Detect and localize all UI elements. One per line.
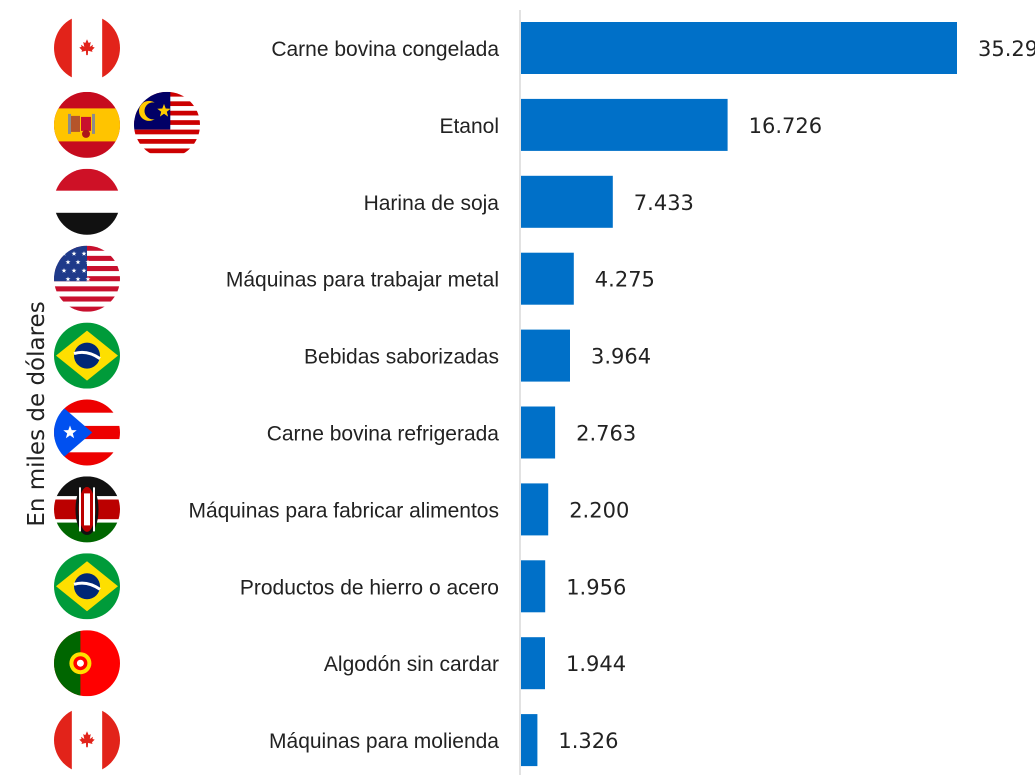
category-label: Productos de hierro o acero bbox=[240, 576, 499, 599]
bar bbox=[521, 98, 728, 151]
bar bbox=[521, 175, 613, 228]
yemen-flag-icon bbox=[54, 168, 120, 235]
canada-flag-icon bbox=[54, 707, 120, 774]
value-label: 2.200 bbox=[569, 498, 629, 522]
puerto-rico-flag-icon bbox=[54, 399, 120, 466]
canada-flag-icon bbox=[54, 15, 120, 81]
bar bbox=[521, 637, 545, 690]
bar bbox=[521, 22, 957, 74]
category-label: Bebidas saborizadas bbox=[304, 346, 499, 369]
bar bbox=[521, 329, 570, 382]
spain-flag-icon bbox=[54, 91, 120, 158]
category-label: Máquinas para trabajar metal bbox=[226, 269, 499, 292]
category-label: Etanol bbox=[439, 115, 499, 138]
value-label: 35.298 bbox=[978, 37, 1035, 61]
value-label: 1.956 bbox=[566, 575, 626, 599]
category-label: Máquinas para molienda bbox=[269, 730, 499, 753]
value-label: 1.944 bbox=[566, 652, 626, 676]
bar bbox=[521, 406, 556, 459]
y-axis-title: En miles de dólares bbox=[24, 301, 50, 526]
brazil-flag-icon bbox=[54, 322, 120, 389]
category-label: Carne bovina refrigerada bbox=[267, 423, 500, 446]
value-label: 7.433 bbox=[634, 191, 694, 215]
value-label: 16.726 bbox=[749, 114, 822, 138]
bar bbox=[521, 483, 549, 536]
value-label: 4.275 bbox=[595, 268, 655, 292]
bar bbox=[521, 714, 538, 767]
category-label: Algodón sin cardar bbox=[324, 653, 499, 676]
brazil-flag-icon bbox=[54, 553, 120, 620]
category-label: Harina de soja bbox=[364, 192, 500, 215]
portugal-flag-icon bbox=[54, 630, 120, 697]
category-label: Carne bovina congelada bbox=[271, 38, 499, 61]
category-label: Máquinas para fabricar alimentos bbox=[189, 499, 500, 522]
value-label: 1.326 bbox=[558, 729, 618, 753]
usa-flag-icon bbox=[54, 245, 120, 312]
value-label: 2.763 bbox=[576, 422, 636, 446]
malaysia-flag-icon bbox=[134, 91, 200, 158]
value-label: 3.964 bbox=[591, 345, 651, 369]
bar bbox=[521, 252, 574, 305]
kenya-flag-icon bbox=[54, 476, 120, 543]
bar bbox=[521, 560, 546, 613]
